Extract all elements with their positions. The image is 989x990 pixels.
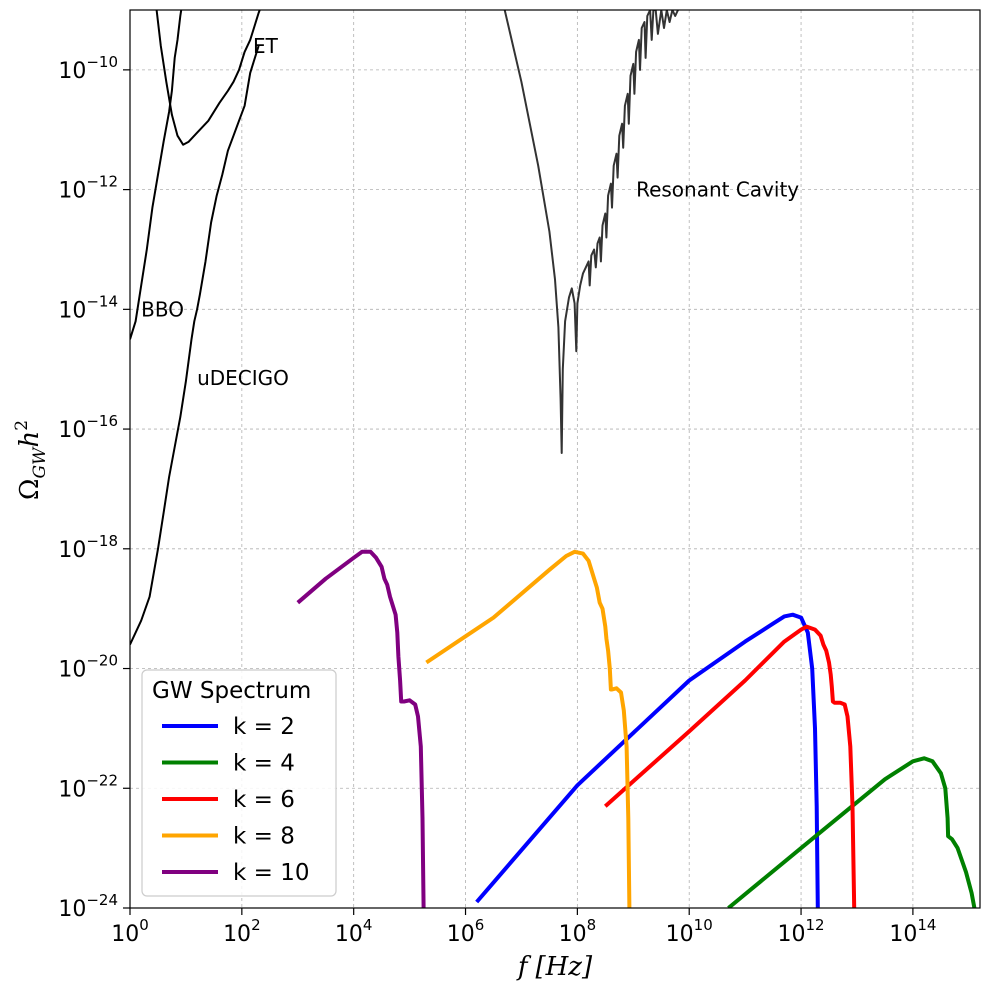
curve-resonant-cavity xyxy=(503,10,679,454)
legend-label-k-4: k = 4 xyxy=(233,751,295,777)
y-tick-label: 10−24 xyxy=(58,891,118,922)
plot-frame xyxy=(129,9,981,909)
legend-label-k-8: k = 8 xyxy=(233,824,295,850)
x-tick-label: 1010 xyxy=(666,916,713,947)
curve-bbo xyxy=(130,45,260,646)
x-axis-title: f [Hz] xyxy=(516,952,593,982)
x-tick-label: 108 xyxy=(559,916,597,947)
x-axis-title-unit: [Hz] xyxy=(535,952,593,982)
label-bbo: BBO xyxy=(141,297,184,321)
axis-ticks: 100 102 104 106 108 1010 1012 1014 10−10 10−12 10−… xyxy=(58,53,936,947)
series-k-6 xyxy=(603,624,857,908)
legend-label-k-6: k = 6 xyxy=(233,787,295,813)
y-tick-label: 10−16 xyxy=(58,412,118,443)
detector-curves xyxy=(130,10,679,646)
label-resonant-cavity: Resonant Cavity xyxy=(636,178,799,202)
curve-udecigo xyxy=(130,10,183,340)
x-tick-label: 104 xyxy=(335,916,373,947)
legend-label-k-2: k = 2 xyxy=(233,714,295,740)
y-tick-label: 10−20 xyxy=(58,652,118,683)
y-axis-title-sub: GW xyxy=(30,446,50,479)
y-axis-title-h: h xyxy=(15,431,45,448)
series-k-4 xyxy=(727,756,977,908)
legend-title: GW Spectrum xyxy=(152,678,311,704)
curve-annotations: BBO uDECIGO ET Resonant Cavity xyxy=(141,34,799,390)
y-axis-title: ΩGWh2 xyxy=(12,420,50,500)
series-k-8 xyxy=(425,549,632,908)
x-tick-label: 1014 xyxy=(889,916,936,947)
y-tick-label: 10−10 xyxy=(58,53,118,84)
x-tick-label: 100 xyxy=(111,916,149,947)
y-tick-label: 10−14 xyxy=(58,292,118,323)
svg-text:ΩGWh2: ΩGWh2 xyxy=(12,420,50,500)
legend: GW Spectrum k = 2 k = 4 k = 6 k = 8 k = 10 xyxy=(141,669,337,897)
y-tick-label: 10−12 xyxy=(58,173,118,204)
spectrum-series xyxy=(296,549,977,908)
curve-et xyxy=(155,10,261,146)
series-k-2 xyxy=(475,612,820,908)
y-axis-title-power: 2 xyxy=(12,420,32,431)
label-et: ET xyxy=(253,34,279,58)
y-tick-label: 10−18 xyxy=(58,532,118,563)
x-tick-label: 102 xyxy=(223,916,261,947)
x-tick-label: 1012 xyxy=(778,916,825,947)
y-tick-label: 10−22 xyxy=(58,771,118,802)
label-udecigo: uDECIGO xyxy=(197,366,289,390)
y-axis-title-omega: Ω xyxy=(15,479,45,501)
x-tick-label: 106 xyxy=(447,916,485,947)
series-k-10 xyxy=(296,549,426,908)
legend-label-k-10: k = 10 xyxy=(233,860,309,886)
